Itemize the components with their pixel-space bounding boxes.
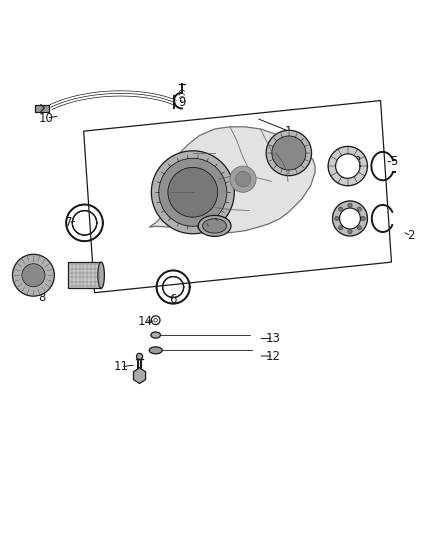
- Text: 6: 6: [170, 293, 177, 306]
- Circle shape: [335, 216, 339, 221]
- Ellipse shape: [198, 215, 231, 236]
- Circle shape: [357, 207, 361, 212]
- Circle shape: [361, 216, 365, 221]
- Circle shape: [12, 254, 54, 296]
- Polygon shape: [332, 201, 367, 236]
- Bar: [35, 104, 49, 111]
- Bar: [68, 262, 101, 288]
- Circle shape: [151, 151, 234, 234]
- Polygon shape: [134, 368, 145, 384]
- Text: 10: 10: [39, 111, 54, 125]
- Circle shape: [159, 158, 227, 227]
- Circle shape: [230, 166, 256, 192]
- Ellipse shape: [98, 262, 104, 288]
- Polygon shape: [84, 101, 392, 293]
- Ellipse shape: [203, 219, 226, 233]
- Text: 12: 12: [266, 350, 281, 362]
- Text: 13: 13: [266, 332, 281, 345]
- Circle shape: [348, 229, 352, 234]
- Text: 5: 5: [390, 155, 397, 168]
- Circle shape: [348, 203, 352, 207]
- Circle shape: [22, 264, 45, 287]
- Polygon shape: [149, 127, 315, 233]
- Text: 8: 8: [39, 290, 46, 304]
- Text: 4: 4: [353, 212, 360, 225]
- Circle shape: [235, 171, 251, 187]
- Text: 7: 7: [65, 216, 72, 229]
- Text: 3: 3: [353, 155, 360, 168]
- Circle shape: [137, 353, 143, 359]
- Text: 2: 2: [407, 229, 415, 243]
- Polygon shape: [339, 208, 360, 229]
- Text: 11: 11: [113, 360, 128, 374]
- Polygon shape: [336, 154, 360, 179]
- Circle shape: [339, 207, 343, 212]
- Circle shape: [357, 225, 361, 230]
- Circle shape: [272, 136, 306, 170]
- Circle shape: [339, 225, 343, 230]
- Ellipse shape: [149, 347, 162, 354]
- Polygon shape: [328, 147, 367, 185]
- Text: 14: 14: [137, 314, 152, 328]
- Ellipse shape: [151, 332, 160, 338]
- Text: 9: 9: [178, 96, 186, 109]
- Circle shape: [168, 167, 218, 217]
- Circle shape: [266, 130, 311, 176]
- Text: 1: 1: [285, 125, 293, 138]
